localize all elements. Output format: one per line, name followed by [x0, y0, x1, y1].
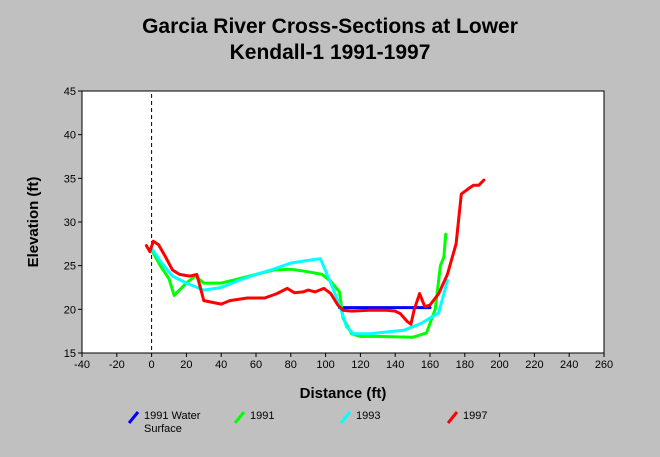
y-tick-label: 30	[64, 217, 76, 229]
axes: -40 -20 0 20 40 60 80 100 120 140 160 180 200 220 240 2…	[64, 86, 613, 371]
y-axis-label: Elevation (ft)	[25, 177, 42, 268]
chart-title-line-1: Garcia River Cross-Sections at Lower	[142, 15, 518, 38]
x-tick-label: 240	[560, 359, 578, 371]
x-tick-label: 160	[421, 359, 439, 371]
chart-title: Garcia River Cross-Sections at Lower Ken…	[0, 14, 660, 66]
y-tick-label: 35	[64, 173, 76, 185]
series-layer	[144, 178, 486, 339]
series-line-1993	[150, 246, 449, 336]
legend-label: 1991	[250, 410, 275, 422]
legend-label: 1993	[356, 410, 381, 422]
x-tick-label: 40	[215, 359, 227, 371]
x-tick-label: 140	[386, 359, 404, 371]
x-tick-label: -40	[74, 359, 90, 371]
x-tick-label: 260	[595, 359, 613, 371]
legend-label: 1997	[463, 410, 488, 422]
x-tick-label: -20	[109, 359, 125, 371]
y-tick-label: 15	[64, 348, 76, 360]
x-tick-label: 180	[456, 359, 474, 371]
x-tick-label: 220	[525, 359, 543, 371]
x-tick-label: 0	[149, 359, 155, 371]
x-tick-label: 120	[351, 359, 369, 371]
x-tick-label: 80	[285, 359, 297, 371]
legend-swatch	[340, 411, 352, 424]
x-axis-label: Distance (ft)	[300, 385, 387, 402]
chart-title-line-2: Kendall-1 1991-1997	[229, 41, 431, 64]
y-tick-label: 25	[64, 261, 76, 273]
series-line-1997	[144, 178, 486, 326]
legend-swatch	[447, 411, 459, 424]
series-line-1991	[150, 232, 448, 339]
legend-label: 1991 Water Surface	[144, 410, 201, 435]
y-tick-label: 20	[64, 304, 76, 316]
x-tick-label: 100	[316, 359, 334, 371]
y-tick-label: 45	[64, 86, 76, 98]
x-tick-label: 20	[180, 359, 192, 371]
y-tick-label: 40	[64, 130, 76, 142]
legend-swatch	[128, 411, 140, 424]
legend-swatch	[234, 411, 246, 424]
x-tick-label: 200	[490, 359, 508, 371]
x-tick-label: 60	[250, 359, 262, 371]
